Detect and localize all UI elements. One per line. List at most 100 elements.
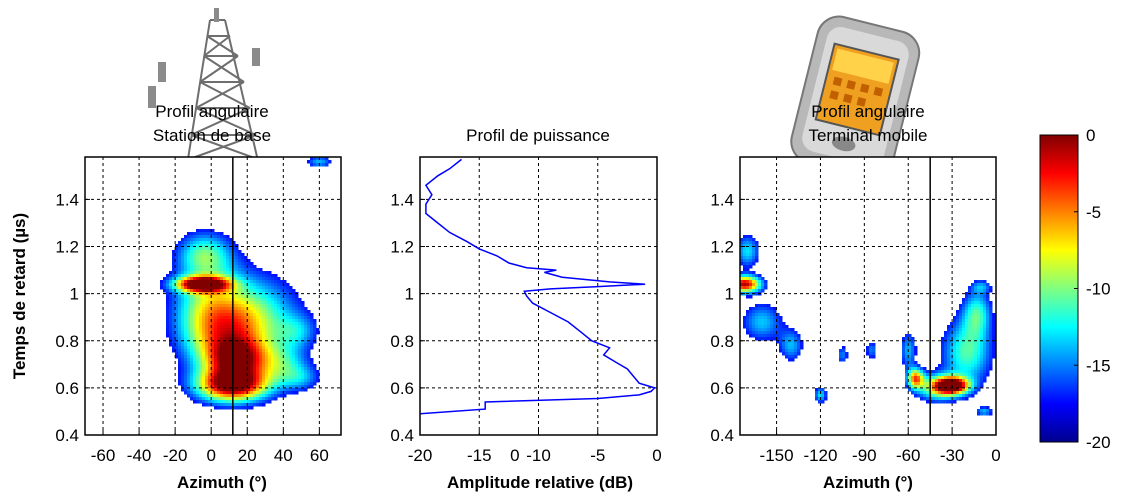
heatmap-cell bbox=[944, 349, 948, 353]
heatmap-cell bbox=[932, 376, 936, 380]
heatmap-cell bbox=[971, 295, 975, 299]
heatmap-cell bbox=[767, 331, 771, 335]
heatmap-cell bbox=[265, 400, 269, 404]
heatmap-cell bbox=[815, 394, 819, 398]
heatmap-cell bbox=[866, 352, 870, 356]
heatmap-cell bbox=[202, 295, 206, 299]
heatmap-cell bbox=[791, 331, 795, 335]
heatmap-cell bbox=[238, 256, 242, 260]
heatmap-cell bbox=[178, 346, 182, 350]
heatmap-cell bbox=[220, 235, 224, 239]
heatmap-cell bbox=[181, 304, 185, 308]
heatmap-cell bbox=[292, 316, 296, 320]
heatmap-cell bbox=[220, 400, 224, 404]
heatmap-cell bbox=[944, 370, 948, 374]
heatmap-cell bbox=[962, 367, 966, 371]
heatmap-cell bbox=[238, 277, 242, 281]
heatmap-cell bbox=[277, 334, 281, 338]
heatmap-cell bbox=[971, 352, 975, 356]
heatmap-cell bbox=[289, 334, 293, 338]
heatmap-cell bbox=[977, 385, 981, 389]
heatmap-cell bbox=[761, 337, 765, 341]
heatmap-cell bbox=[277, 319, 281, 323]
heatmap-cell bbox=[163, 289, 167, 293]
heatmap-cell bbox=[959, 379, 963, 383]
heatmap-cell bbox=[271, 346, 275, 350]
heatmap-cell bbox=[280, 286, 284, 290]
heatmap-cell bbox=[226, 295, 230, 299]
heatmap-cell bbox=[220, 355, 224, 359]
heatmap-cell bbox=[926, 382, 930, 386]
heatmap-cell bbox=[271, 310, 275, 314]
heatmap-cell bbox=[178, 376, 182, 380]
heatmap-cell bbox=[190, 388, 194, 392]
heatmap-cell bbox=[746, 328, 750, 332]
heatmap-cell bbox=[178, 379, 182, 383]
heatmap-cell bbox=[758, 310, 762, 314]
heatmap-cell bbox=[223, 403, 227, 407]
heatmap-cell bbox=[971, 310, 975, 314]
heatmap-cell bbox=[989, 352, 993, 356]
heatmap-cell bbox=[965, 343, 969, 347]
heatmap-cell bbox=[214, 253, 218, 257]
heatmap-cell bbox=[250, 271, 254, 275]
heatmap-cell bbox=[301, 358, 305, 362]
heatmap-cell bbox=[767, 310, 771, 314]
heatmap-cell bbox=[196, 292, 200, 296]
heatmap-cell bbox=[749, 286, 753, 290]
heatmap-cell bbox=[235, 355, 239, 359]
heatmap-cell bbox=[190, 295, 194, 299]
heatmap-cell bbox=[214, 238, 218, 242]
heatmap-cell bbox=[229, 397, 233, 401]
heatmap-cell bbox=[743, 253, 747, 257]
heatmap-cell bbox=[986, 352, 990, 356]
heatmap-cell bbox=[310, 373, 314, 377]
heatmap-cell bbox=[262, 358, 266, 362]
heatmap-cell bbox=[989, 322, 993, 326]
heatmap-cell bbox=[785, 337, 789, 341]
heatmap-cell bbox=[205, 379, 209, 383]
heatmap-cell bbox=[262, 328, 266, 332]
heatmap-cell bbox=[989, 319, 993, 323]
heatmap-cell bbox=[190, 355, 194, 359]
heatmap-cell bbox=[968, 304, 972, 308]
heatmap-cell bbox=[271, 331, 275, 335]
heatmap-cell bbox=[193, 304, 197, 308]
heatmap-cell bbox=[184, 361, 188, 365]
heatmap-cell bbox=[169, 274, 173, 278]
heatmap-cell bbox=[268, 358, 272, 362]
heatmap-cell bbox=[253, 388, 257, 392]
heatmap-cell bbox=[280, 358, 284, 362]
heatmap-cell bbox=[247, 346, 251, 350]
heatmap-cell bbox=[286, 352, 290, 356]
heatmap-cell bbox=[169, 319, 173, 323]
heatmap-cell bbox=[947, 385, 951, 389]
heatmap-cell bbox=[770, 331, 774, 335]
heatmap-cell bbox=[208, 298, 212, 302]
heatmap-cell bbox=[758, 316, 762, 320]
heatmap-cell bbox=[752, 289, 756, 293]
heatmap-cell bbox=[223, 349, 227, 353]
heatmap-cell bbox=[917, 379, 921, 383]
heatmap-cell bbox=[944, 388, 948, 392]
heatmap-cell bbox=[244, 364, 248, 368]
heatmap-cell bbox=[977, 292, 981, 296]
heatmap-cell bbox=[199, 355, 203, 359]
heatmap-cell bbox=[268, 277, 272, 281]
heatmap-cell bbox=[223, 280, 227, 284]
heatmap-cell bbox=[959, 343, 963, 347]
heatmap-cell bbox=[989, 325, 993, 329]
heatmap-cell bbox=[211, 298, 215, 302]
heatmap-cell bbox=[959, 337, 963, 341]
heatmap-cell bbox=[956, 388, 960, 392]
heatmap-cell bbox=[226, 331, 230, 335]
heatmap-cell bbox=[749, 313, 753, 317]
heatmap-cell bbox=[265, 355, 269, 359]
heatmap-cell bbox=[304, 352, 308, 356]
heatmap-cell bbox=[262, 370, 266, 374]
y-tick-label: 1.2 bbox=[710, 238, 734, 257]
heatmap-cell bbox=[196, 265, 200, 269]
heatmap-cell bbox=[755, 331, 759, 335]
heatmap-cell bbox=[187, 268, 191, 272]
heatmap-cell bbox=[226, 355, 230, 359]
